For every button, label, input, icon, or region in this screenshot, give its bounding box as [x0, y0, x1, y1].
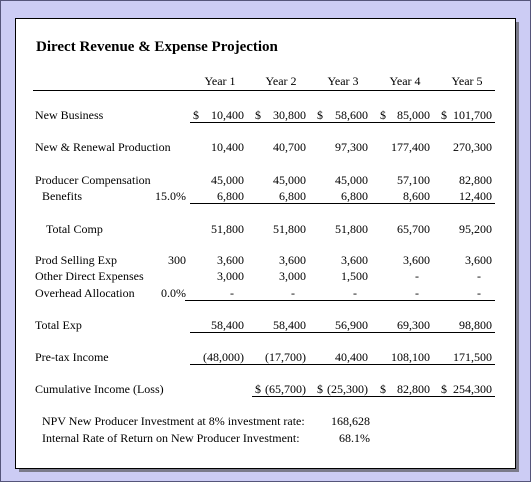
cell-value: 3,600: [341, 253, 368, 267]
note-label: Internal Rate of Return on New Producer …: [42, 431, 300, 445]
cell-value: (25,300): [327, 382, 368, 396]
cell-value: 95,200: [459, 222, 492, 236]
cell-value: 45,000: [335, 173, 368, 187]
column-header: Year 5: [451, 74, 482, 88]
cell-value: 3,600: [465, 253, 492, 267]
currency-sign: $: [317, 382, 323, 396]
cell-value: 85,000: [397, 108, 430, 122]
cell-value: 51,800: [335, 222, 368, 236]
cell-value: 270,300: [453, 140, 492, 154]
currency-sign: $: [317, 108, 323, 122]
cell-value: 6,800: [217, 189, 244, 203]
currency-sign: $: [441, 108, 447, 122]
cell-value: 58,400: [273, 318, 306, 332]
note-value: 68.1%: [339, 431, 370, 445]
cell-value: 30,800: [273, 108, 306, 122]
cell-value: 6,800: [341, 189, 368, 203]
row-label: New & Renewal Production: [35, 140, 171, 154]
cell-value: -: [415, 286, 419, 300]
cell-value: 97,300: [335, 140, 368, 154]
cell-value: 171,500: [453, 350, 492, 364]
cell-value: 58,400: [211, 318, 244, 332]
cell-value: 3,000: [217, 269, 244, 283]
cell-value: 3,600: [217, 253, 244, 267]
cell-value: 254,300: [453, 382, 492, 396]
row-label: Pre-tax Income: [35, 350, 109, 364]
cell-value: (17,700): [265, 350, 306, 364]
cell-value: 51,800: [211, 222, 244, 236]
cell-value: (48,000): [203, 350, 244, 364]
cell-value: 3,000: [279, 269, 306, 283]
cell-value: 177,400: [391, 140, 430, 154]
cell-value: 6,800: [279, 189, 306, 203]
panel: [15, 18, 516, 469]
cell-value: (65,700): [265, 382, 306, 396]
cell-value: 51,800: [273, 222, 306, 236]
cell-value: 12,400: [459, 189, 492, 203]
currency-sign: $: [441, 382, 447, 396]
currency-sign: $: [380, 382, 386, 396]
cell-value: 56,900: [335, 318, 368, 332]
cell-value: -: [477, 286, 481, 300]
cell-value: 10,400: [211, 140, 244, 154]
cell-value: -: [230, 286, 234, 300]
row-parameter: 15.0%: [155, 189, 186, 203]
currency-sign: $: [255, 382, 261, 396]
title: Direct Revenue & Expense Projection: [36, 39, 279, 55]
column-header: Year 3: [327, 74, 358, 88]
cell-value: 57,100: [397, 173, 430, 187]
row-label: Other Direct Expenses: [35, 269, 144, 283]
currency-sign: $: [255, 108, 261, 122]
cell-value: 40,400: [335, 350, 368, 364]
row-label: Cumulative Income (Loss): [35, 382, 164, 396]
row-label: Producer Compensation: [35, 173, 151, 187]
row-label: Total Exp: [35, 318, 82, 332]
cell-value: 3,600: [403, 253, 430, 267]
currency-sign: $: [193, 108, 199, 122]
cell-value: 98,800: [459, 318, 492, 332]
cell-value: 45,000: [273, 173, 306, 187]
cell-value: 8,600: [403, 189, 430, 203]
column-header: Year 4: [389, 74, 420, 88]
currency-sign: $: [380, 108, 386, 122]
cell-value: 10,400: [211, 108, 244, 122]
cell-value: 108,100: [391, 350, 430, 364]
cell-value: 40,700: [273, 140, 306, 154]
column-header: Year 2: [265, 74, 296, 88]
row-label: Total Comp: [46, 222, 103, 236]
cell-value: 3,600: [279, 253, 306, 267]
cell-value: 45,000: [211, 173, 244, 187]
column-header: Year 1: [204, 74, 235, 88]
cell-value: 69,300: [397, 318, 430, 332]
row-label: Benefits: [42, 189, 82, 203]
cell-value: -: [415, 269, 419, 283]
row-parameter: 0.0%: [161, 286, 186, 300]
cell-value: 82,800: [459, 173, 492, 187]
cell-value: -: [291, 286, 295, 300]
row-parameter: 300: [168, 253, 186, 267]
cell-value: -: [477, 269, 481, 283]
note-value: 168,628: [331, 414, 370, 428]
cell-value: 101,700: [453, 108, 492, 122]
row-label: Prod Selling Exp: [35, 253, 117, 267]
row-label: New Business: [35, 108, 104, 122]
row-label: Overhead Allocation: [35, 286, 135, 300]
cell-value: 1,500: [341, 269, 368, 283]
note-label: NPV New Producer Investment at 8% invest…: [42, 414, 305, 428]
cell-value: 82,800: [397, 382, 430, 396]
cell-value: -: [353, 286, 357, 300]
cell-value: 65,700: [397, 222, 430, 236]
cell-value: 58,600: [335, 108, 368, 122]
